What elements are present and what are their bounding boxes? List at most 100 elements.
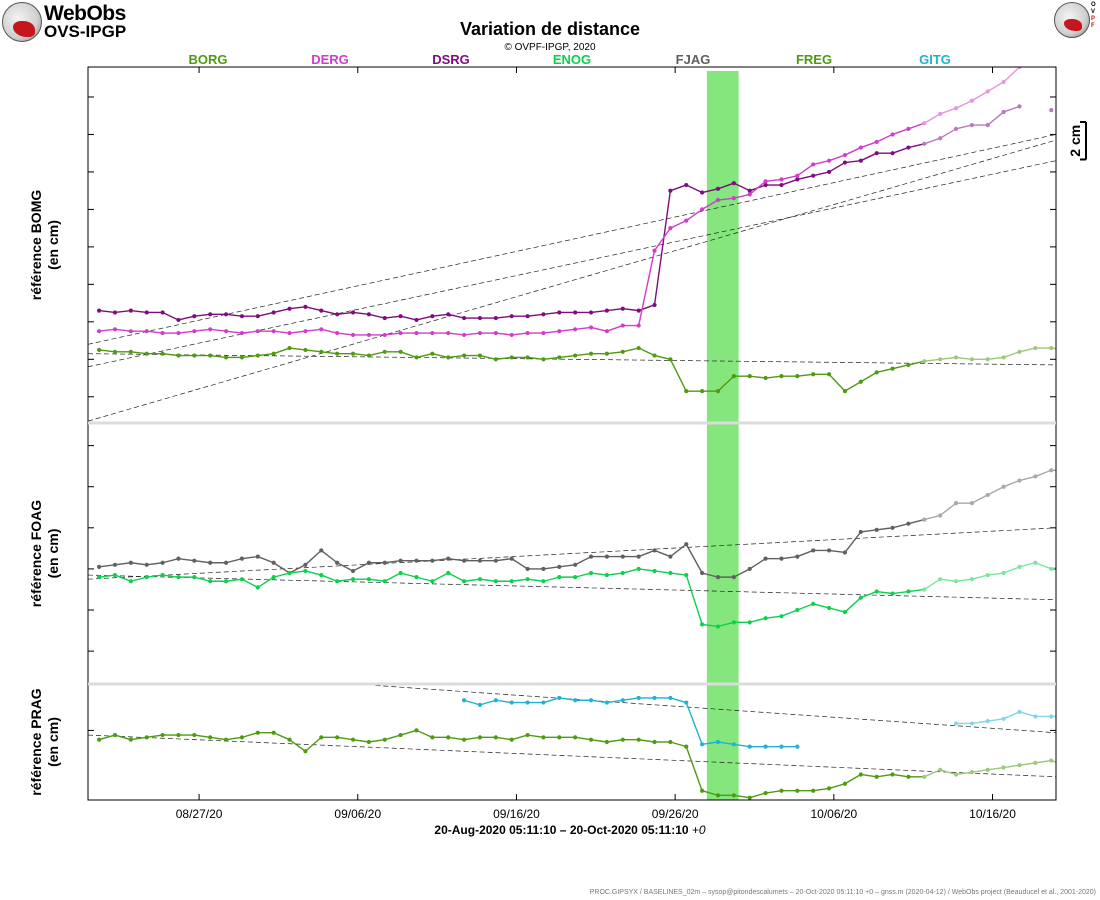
- trend-line: [88, 353, 1056, 366]
- series-freg-segment: [828, 783, 846, 790]
- series-derg-segment: [495, 332, 512, 336]
- series-dsrg-point: [144, 310, 149, 315]
- series-dsrg-segment: [924, 137, 941, 145]
- series-freg-segment: [210, 736, 227, 741]
- series-enog-segment: [781, 609, 798, 617]
- ovpf-letter: V: [1091, 9, 1096, 15]
- series-borg-point: [604, 351, 610, 356]
- series-fjag-segment: [924, 514, 941, 521]
- series-freg-point: [208, 735, 213, 740]
- series-derg-segment: [194, 328, 211, 332]
- series-dsrg-segment: [828, 161, 846, 173]
- series-derg-point: [430, 330, 435, 336]
- series-enog-point: [763, 616, 768, 621]
- series-enog-segment: [860, 590, 877, 599]
- series-fjag-segment: [178, 557, 195, 562]
- series-fjag-point: [795, 554, 800, 559]
- series-enog-point: [160, 572, 165, 578]
- series-derg-point: [271, 329, 276, 334]
- series-derg-point: [938, 111, 943, 116]
- series-derg-point: [192, 329, 197, 334]
- series-fjag-segment: [257, 555, 274, 564]
- series-derg-segment: [653, 227, 671, 252]
- series-fjag-point: [969, 501, 974, 506]
- series-fjag-point: [906, 521, 911, 526]
- series-fjag-point: [779, 556, 784, 561]
- series-fjag-segment: [1019, 475, 1036, 482]
- series-borg-segment: [844, 381, 862, 392]
- series-fjag-point: [1001, 484, 1006, 489]
- series-freg-point: [287, 737, 292, 742]
- series-enog-point: [969, 577, 974, 582]
- series-dsrg-point: [461, 315, 467, 321]
- series-fjag-point: [731, 575, 736, 580]
- series-freg-point: [223, 737, 229, 742]
- series-enog-segment: [162, 574, 179, 578]
- series-derg-point: [604, 329, 610, 334]
- series-fjag-segment: [638, 549, 655, 558]
- series-derg-point: [176, 330, 181, 336]
- tick-layer: [88, 67, 1056, 800]
- series-derg-point: [890, 132, 895, 137]
- series-dsrg-segment: [99, 309, 116, 314]
- series-enog-segment: [464, 578, 481, 582]
- ovpf-letter: P: [1091, 16, 1096, 22]
- series-gitg-point: [731, 742, 736, 747]
- series-borg-segment: [575, 352, 592, 357]
- series-derg-point: [239, 330, 245, 336]
- series-dsrg-point: [557, 310, 562, 315]
- series-dsrg-point: [525, 314, 530, 319]
- series-derg-point: [335, 330, 340, 336]
- scale-bar-label: 2 cm: [1067, 125, 1083, 157]
- series-derg-point: [668, 226, 673, 231]
- series-derg-point: [366, 332, 371, 338]
- series-derg-segment: [908, 122, 925, 130]
- series-enog-point: [938, 577, 943, 582]
- y-axis-label: référence PRAG(en cm): [28, 688, 61, 795]
- series-enog-point: [1065, 563, 1069, 567]
- series-fjag-point: [509, 556, 514, 561]
- series-freg-point: [620, 737, 625, 742]
- series-freg-segment: [939, 769, 957, 776]
- series-gitg-segment: [606, 699, 623, 704]
- series-enog-point: [636, 566, 641, 572]
- series-gitg-point: [620, 698, 625, 703]
- series-derg-point: [255, 329, 260, 334]
- series-freg-segment: [765, 790, 782, 794]
- series-gitg-point: [668, 695, 673, 701]
- series-freg-segment: [670, 741, 687, 748]
- series-fjag-segment: [1035, 469, 1052, 478]
- series-dsrg-segment: [653, 190, 672, 306]
- series-dsrg-point: [938, 136, 943, 141]
- series-fjag-point: [239, 556, 245, 561]
- series-fjag-point: [128, 560, 133, 565]
- series-derg-point: [588, 325, 594, 330]
- series-borg-segment: [797, 373, 814, 377]
- series-fjag-point: [525, 566, 530, 572]
- series-fjag-point: [335, 560, 340, 565]
- trend-line: [88, 734, 1056, 778]
- series-freg-segment: [860, 773, 877, 778]
- series-dsrg-point: [763, 182, 768, 188]
- series-enog-point: [255, 585, 260, 590]
- series-derg-point: [969, 98, 974, 103]
- series-dsrg-point: [255, 314, 260, 319]
- series-enog-segment: [400, 572, 417, 578]
- series-borg-point: [906, 362, 911, 368]
- series-freg-point: [366, 739, 371, 745]
- series-freg-point: [1049, 758, 1054, 763]
- series-freg-point: [144, 735, 149, 740]
- series-derg-point: [97, 329, 102, 334]
- series-fjag-point: [636, 554, 641, 559]
- series-enog-segment: [797, 603, 814, 611]
- series-dsrg-segment: [321, 309, 338, 316]
- x-tick-label: 09/16/20: [493, 807, 540, 821]
- series-derg-segment: [892, 128, 909, 136]
- series-borg-point: [255, 353, 260, 358]
- series-freg-segment: [146, 734, 163, 739]
- trend-layer: [88, 134, 1056, 778]
- series-borg-point: [1033, 345, 1038, 351]
- series-borg-segment: [860, 371, 878, 383]
- series-gitg-segment: [685, 702, 703, 745]
- series-enog-point: [271, 575, 276, 580]
